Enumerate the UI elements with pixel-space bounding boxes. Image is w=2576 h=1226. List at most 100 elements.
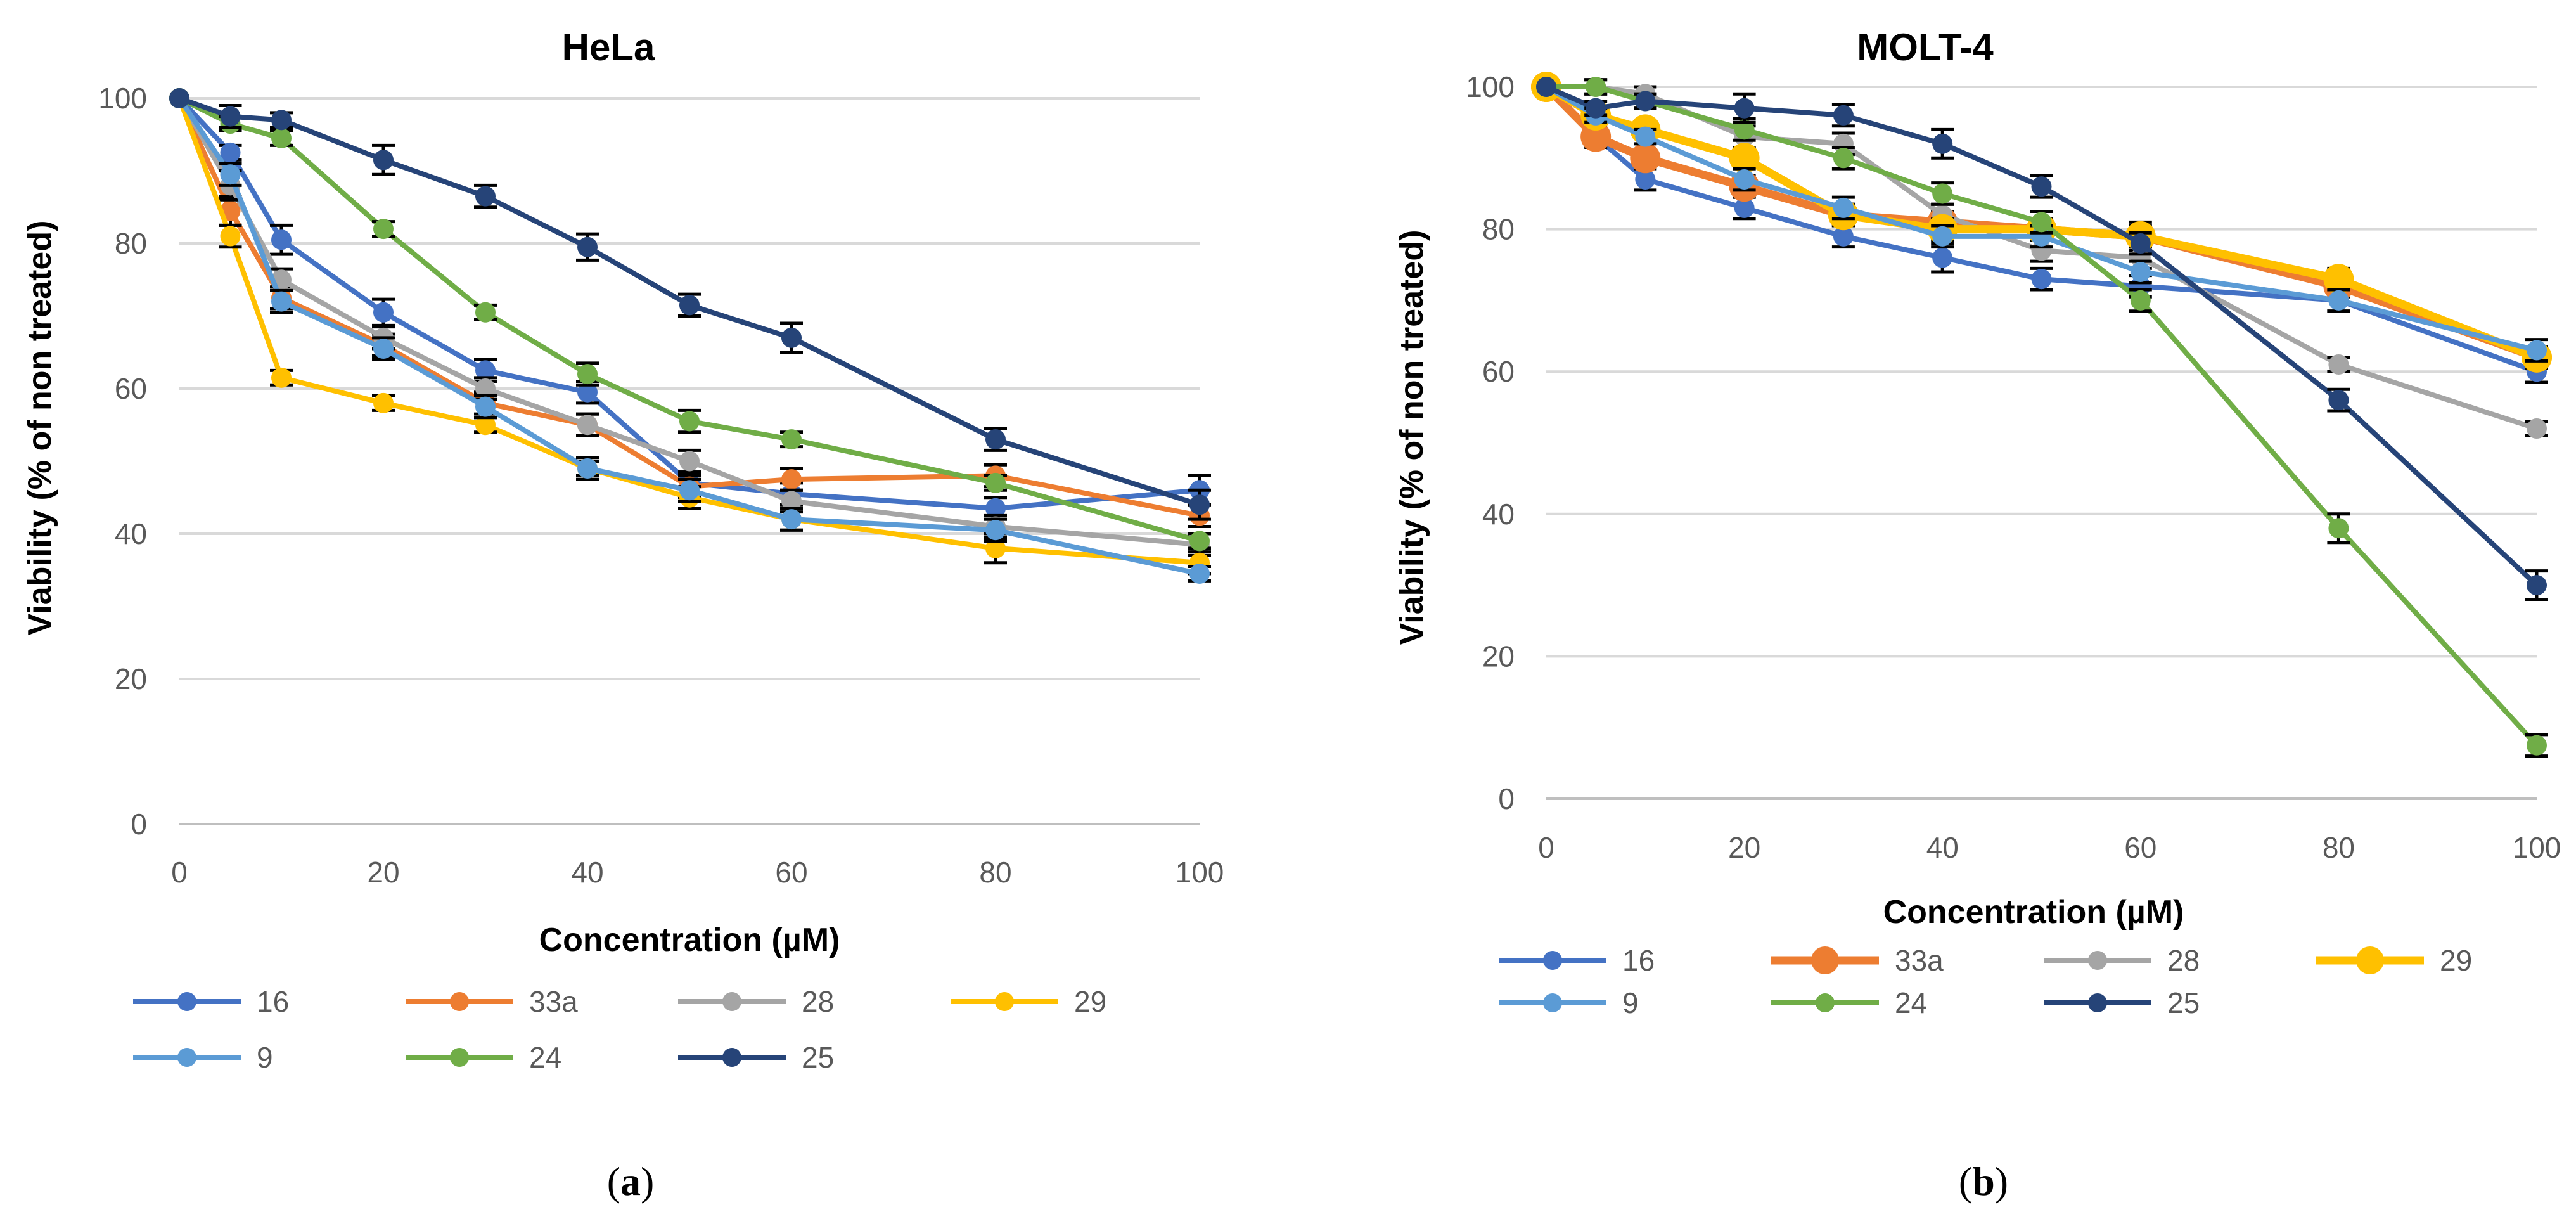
caption-a-open: ( [607,1159,620,1204]
chart-a-point-24 [577,364,598,385]
chart-b-legend-item-25: 25 [2044,986,2200,1019]
chart-a-point-24 [1189,531,1210,552]
chart-b-legend-label: 28 [2167,944,2200,977]
chart-a-point-24 [985,472,1006,493]
chart-b-point-24 [1734,119,1755,140]
chart-b-legend-marker [1543,993,1562,1012]
chart-a-point-16 [373,302,394,323]
chart-a-point-25 [1189,494,1210,515]
chart-a-point-29 [271,367,292,388]
chart-b-line-16 [1544,84,2539,375]
chart-a-y-tick-label: 60 [115,372,147,405]
chart-a-y-tick-label: 80 [115,227,147,260]
caption-b-letter: b [1972,1159,1995,1204]
chart-a-legend-item-28: 28 [678,985,834,1018]
chart-b-point-9 [1635,126,1656,147]
chart-b-legend-item-33a: 33a [1771,944,1944,977]
chart-b-point-28 [2328,354,2349,375]
chart-b-point-25 [2328,390,2349,411]
chart-a-legend-item-25: 25 [678,1041,834,1074]
chart-b-legend-item-16: 16 [1499,944,1655,977]
chart-a-point-28 [577,415,598,436]
chart-a-legend-item-16: 16 [133,985,289,1018]
chart-b-point-28 [2527,418,2547,439]
chart-b-point-16 [1932,247,1953,268]
chart-b-x-tick-label: 60 [2124,831,2156,864]
chart-a-point-9 [985,520,1006,541]
chart-a-point-25 [373,150,394,171]
chart-b-legend-item-9: 9 [1499,986,1639,1019]
chart-a-gridlines [179,97,1200,825]
chart-a-legend-marker [995,992,1014,1011]
chart-a-y-ticks: 0 20 40 60 80 100 [98,82,147,841]
chart-b-legend-label: 33a [1895,944,1944,977]
chart-a-point-24 [271,127,292,148]
panel-a-chart: HeLa 0 20 40 60 80 100 0 20 40 60 80 100 Viability… [22,26,1224,1204]
chart-a-title: HeLa [562,26,655,68]
chart-b-legend-marker [1816,993,1835,1012]
chart-a-point-9 [475,396,496,417]
chart-b-y-tick-label: 80 [1482,213,1515,246]
chart-b-y-tick-label: 100 [1466,70,1515,103]
chart-a-legend-label: 25 [802,1041,834,1074]
chart-a-x-axis-label: Concentration (µM) [539,922,840,958]
chart-b-point-24 [2031,212,2052,233]
chart-b-point-25 [2527,575,2547,596]
chart-b-point-25 [1833,105,1854,126]
chart-a-point-9 [781,509,802,530]
chart-b-point-24 [1833,148,1854,169]
chart-a-point-28 [679,451,700,472]
chart-b-y-tick-label: 40 [1482,498,1515,531]
chart-b-point-24 [2527,735,2547,756]
chart-b-y-ticks: 0 20 40 60 80 100 [1466,70,1515,815]
chart-a-point-25 [679,295,700,316]
chart-a-x-tick-label: 80 [979,856,1011,889]
chart-b-legend-marker [1811,946,1839,974]
chart-a-y-tick-label: 0 [131,808,147,841]
chart-b-point-33a [1580,121,1612,152]
chart-b-point-29 [2323,264,2354,295]
chart-b-x-tick-label: 100 [2513,831,2561,864]
chart-b-point-9 [2130,261,2151,282]
chart-a-point-33a [781,469,802,490]
chart-b-y-tick-label: 20 [1482,640,1515,673]
chart-b-x-axis-label: Concentration (µM) [1883,894,2184,931]
chart-a-legend-item-29: 29 [951,985,1106,1018]
chart-a-y-tick-label: 100 [98,82,147,115]
chart-a-line-16 [177,96,1202,511]
chart-b-point-25 [1586,98,1606,119]
chart-a-point-29 [373,392,394,413]
chart-a-y-tick-label: 20 [115,662,147,695]
chart-a-line-25 [177,96,1202,508]
chart-a-point-24 [679,411,700,432]
chart-a-point-25 [985,429,1006,450]
chart-a-legend-item-24: 24 [406,1041,561,1074]
chart-b-point-24 [2328,518,2349,539]
chart-b-title: MOLT-4 [1857,26,1994,68]
chart-b-line-28 [1544,84,2539,432]
chart-b-line-25 [1544,84,2539,588]
chart-a-point-16 [985,498,1006,519]
chart-b-point-24 [1586,77,1606,97]
chart-b-legend-item-29: 29 [2316,944,2472,977]
chart-b-point-9 [1932,226,1953,247]
chart-a-point-9 [220,164,241,185]
panel-b-chart: MOLT-4 0 20 40 60 80 100 0 20 40 60 80 100 Viabili… [1394,26,2561,1204]
chart-a-point-9 [373,339,394,359]
chart-a-legend-label: 16 [257,985,289,1018]
chart-a-point-24 [475,302,496,323]
chart-a-point-24 [373,219,394,240]
chart-b-series [1531,72,2552,758]
chart-b-x-tick-label: 20 [1728,831,1760,864]
chart-b-point-9 [1833,197,1854,218]
chart-a-point-24 [781,429,802,450]
chart-a-x-tick-label: 100 [1176,856,1224,889]
chart-a-point-25 [271,110,292,131]
chart-b-point-25 [2031,176,2052,197]
chart-b-x-ticks: 0 20 40 60 80 100 [1538,831,2561,864]
chart-a-legend-marker [722,1048,741,1067]
chart-a-legend-marker [450,992,469,1011]
chart-b-legend-marker [2356,946,2384,974]
chart-b-y-tick-label: 0 [1498,782,1515,815]
